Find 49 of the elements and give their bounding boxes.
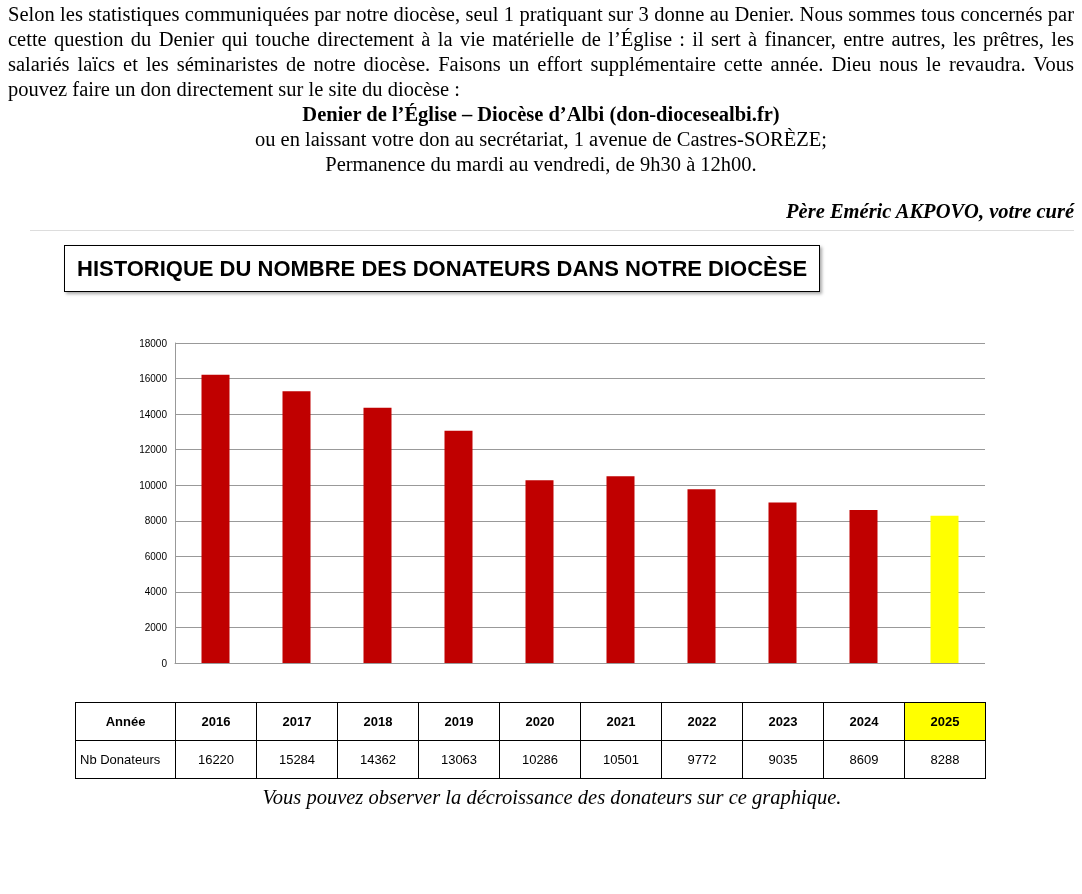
bar [282,391,311,663]
y-tick-label: 12000 [139,444,168,456]
bar [363,407,392,663]
data-label: 9035 [742,740,824,779]
y-axis-title: Nb Donateurs [75,740,176,779]
x-tick-label: 2024 [823,702,905,741]
data-label: 13063 [418,740,500,779]
bar [768,502,797,663]
data-label: 10286 [499,740,581,779]
y-tick-label: 8000 [144,515,168,527]
text: Denier de l’Église – Diocèse d’Albi (don-diocesealbi.fr) [301,102,781,127]
data-label: 14362 [337,740,419,779]
bar [930,515,959,663]
text: Père Eméric AKPOVO, votre curé [785,199,1074,224]
y-tick-label: 14000 [139,408,168,420]
y-tick-label: 0 [161,657,168,669]
y-tick-label: 4000 [144,586,168,598]
y-tick-label: 2000 [144,621,168,633]
bar [606,476,635,663]
text: Vous pouvez observer la décroissance des donateurs sur ce graphique. [261,785,843,810]
x-tick-label: 2018 [337,702,419,741]
y-tick-label: 6000 [144,550,168,562]
bar [687,489,716,663]
bar [201,374,230,663]
data-label: 9772 [661,740,743,779]
text: Permanence du mardi au vendredi, de 9h30 à 12h00. [324,152,758,177]
data-label: 16220 [175,740,257,779]
data-label: 8288 [904,740,986,779]
y-tick-label: 10000 [139,479,168,491]
bar [444,430,473,663]
y-tick-label: 16000 [139,373,168,385]
bar [849,509,878,663]
x-tick-label: 2020 [499,702,581,741]
data-label: 15284 [256,740,338,779]
x-tick-label: 2016 [175,702,257,741]
data-label: 10501 [580,740,662,779]
x-tick-label: 2019 [418,702,500,741]
x-tick-label: 2023 [742,702,824,741]
text: Selon les statistiques communiquées par notre diocèse, seul 1 pratiquant sur 3 donne au Denier. Nous sommes tous concernés par cette question du Denier qui touche directement à la vie matérielle de l’Église : il sert à financer, entre autres, les prêtres, les salariés laïcs et les séminaristes de notre diocèse. Faisons un effort supplémentaire cette année. Dieu nous le revaudra. Vous pouvez faire un don directement sur le site du diocèse : [8,2,1074,102]
bar [525,480,554,663]
chart-title: HISTORIQUE DU NOMBRE DES DONATEURS DANS NOTRE DIOCÈSE [64,245,821,292]
x-tick-label: 2022 [661,702,743,741]
text: ou en laissant votre don au secrétariat, 1 avenue de Castres-SORÈZE; [253,127,829,152]
x-tick-label: 2025 [904,702,986,741]
data-label: 8609 [823,740,905,779]
x-axis-title: Année [75,702,176,741]
y-tick-label: 18000 [139,337,168,349]
x-tick-label: 2021 [580,702,662,741]
x-tick-label: 2017 [256,702,338,741]
